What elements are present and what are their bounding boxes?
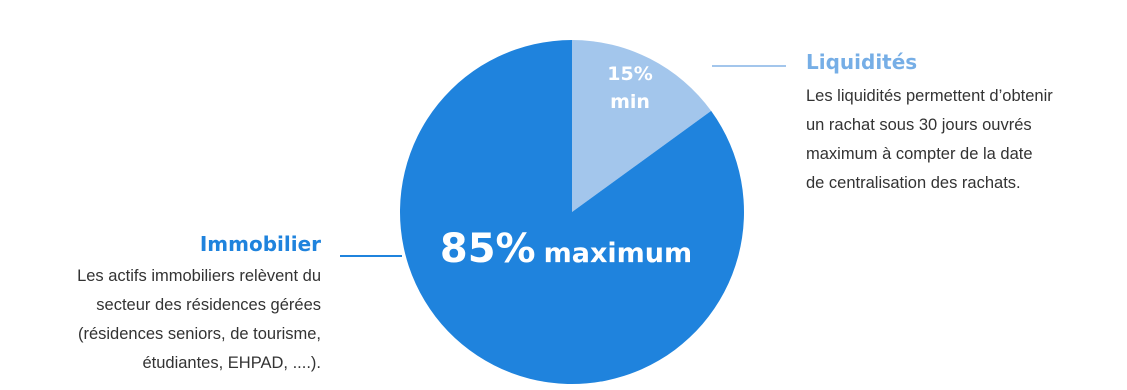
- legend-liquidites-line: un rachat sous 30 jours ouvrés: [806, 116, 1032, 134]
- legend-liquidites-line: de centralisation des rachats.: [806, 174, 1021, 192]
- legend-immobilier-description: Les actifs immobiliers relèvent du secte…: [0, 262, 321, 378]
- legend-immobilier: Immobilier Les actifs immobiliers relève…: [0, 232, 321, 378]
- slice-label-immobilier-unit: maximum: [544, 238, 693, 269]
- legend-liquidites-line: Les liquidités permettent d’obtenir: [806, 87, 1053, 105]
- legend-liquidites: Liquidités Les liquidités permettent d’o…: [806, 50, 1126, 198]
- legend-liquidites-line: maximum à compter de la date: [806, 145, 1033, 163]
- slice-label-immobilier: 85% maximum: [440, 226, 692, 272]
- slice-label-immobilier-value: 85%: [440, 226, 536, 272]
- legend-immobilier-line: Les actifs immobiliers relèvent du: [77, 267, 321, 285]
- legend-immobilier-line: secteur des résidences gérées: [96, 296, 321, 314]
- legend-immobilier-title: Immobilier: [199, 232, 321, 256]
- legend-immobilier-line: (résidences seniors, de tourisme,: [77, 325, 321, 343]
- pie-slice-immobilier: [399, 40, 744, 384]
- legend-liquidites-description: Les liquidités permettent d’obtenir un r…: [806, 82, 1126, 198]
- pie-slice-liquidites: [572, 40, 712, 212]
- legend-immobilier-line: étudiantes, EHPAD, ....).: [142, 354, 321, 372]
- legend-liquidites-title: Liquidités: [806, 50, 918, 74]
- slice-label-liquidites-value: 15%: [607, 63, 652, 85]
- slice-label-liquidites-unit: min: [610, 91, 650, 113]
